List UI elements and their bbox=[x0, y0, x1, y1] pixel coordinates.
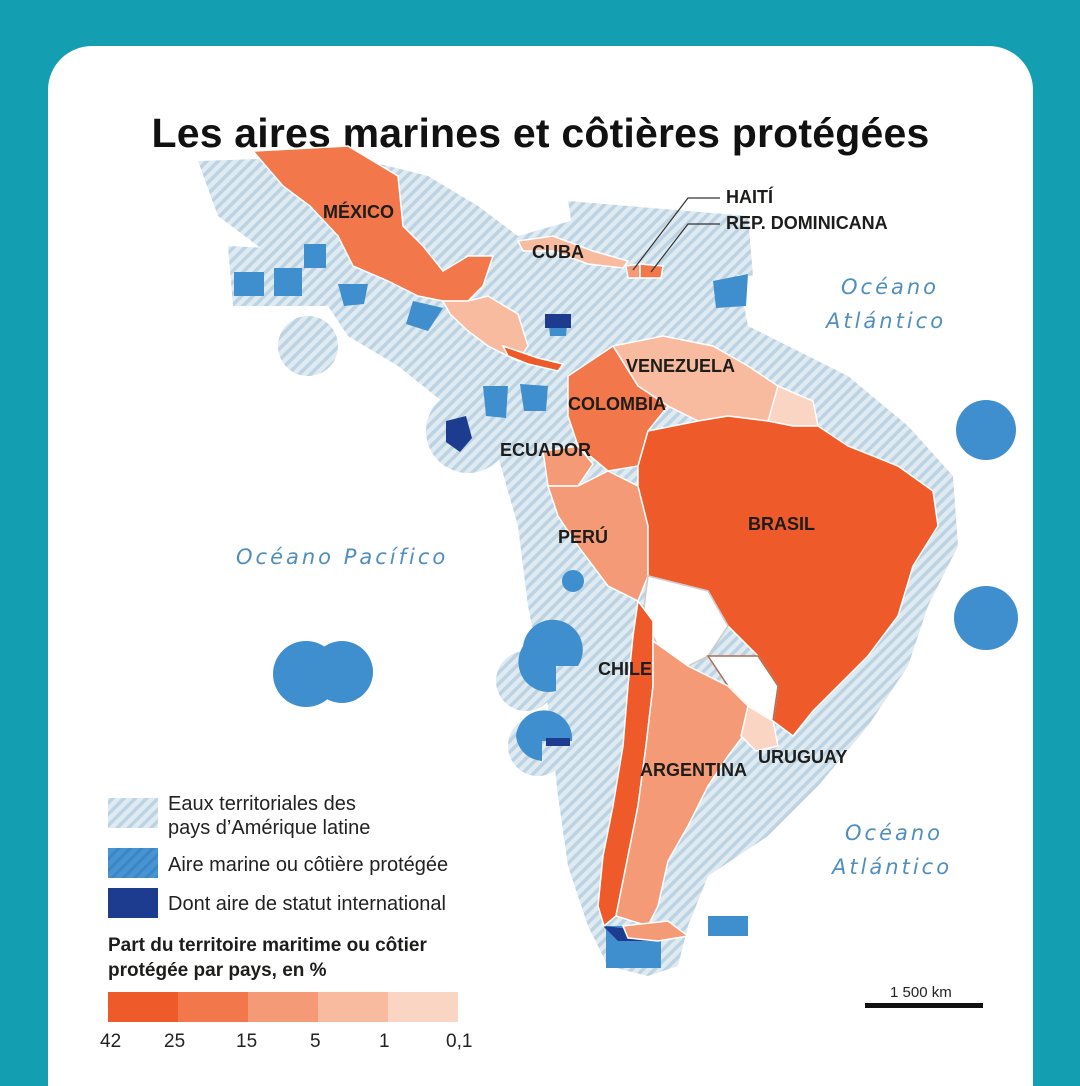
legend-scale-title-2: protégée par pays, en % bbox=[108, 960, 327, 981]
label-brasil: BRASIL bbox=[748, 514, 815, 534]
scale-bar-label: 1 500 km bbox=[890, 984, 952, 1001]
country-ecuador bbox=[542, 445, 594, 487]
country-uruguay bbox=[740, 704, 779, 752]
legend-tick-4: 1 bbox=[379, 1031, 390, 1052]
island-tierra-del-fuego bbox=[621, 920, 690, 942]
leader-lines bbox=[632, 197, 720, 273]
legend-class-15 bbox=[248, 992, 318, 1022]
legend-swatch-protected bbox=[108, 848, 158, 878]
label-atlantic-north-2: Atlántico bbox=[824, 309, 946, 333]
country-mexico bbox=[251, 145, 495, 302]
legend-international: Dont aire de statut international bbox=[168, 893, 446, 915]
label-peru: PERÚ bbox=[558, 526, 608, 547]
label-ecuador: ECUADOR bbox=[500, 440, 591, 460]
label-atlantic-north-1: Océano bbox=[841, 275, 939, 299]
legend-tick-5: 0,1 bbox=[446, 1031, 472, 1052]
label-atlantic-south-1: Océano bbox=[845, 821, 943, 845]
legend-territorial-2: pays d’Amérique latine bbox=[168, 817, 370, 839]
legend-swatch-international bbox=[108, 888, 158, 918]
label-mexico: MÉXICO bbox=[323, 201, 394, 222]
legend-tick-2: 15 bbox=[236, 1031, 257, 1052]
label-argentina: ARGENTINA bbox=[640, 760, 747, 780]
legend-class-5 bbox=[318, 992, 388, 1022]
ocean-labels: Océano Atlántico Océano Pacífico Océano … bbox=[236, 275, 952, 879]
legend-protected: Aire marine ou côtière protégée bbox=[168, 854, 448, 876]
label-chile: CHILE bbox=[598, 659, 652, 679]
label-dominicana: REP. DOMINICANA bbox=[726, 213, 888, 233]
label-atlantic-south-2: Atlántico bbox=[830, 855, 952, 879]
legend-class-1 bbox=[388, 992, 458, 1022]
country-labels: MÉXICO CUBA HAITÍ REP. DOMINICANA VENEZU… bbox=[323, 186, 888, 780]
country-haiti bbox=[625, 263, 641, 279]
legend: Eaux territoriales des pays d’Amérique l… bbox=[100, 793, 472, 1052]
label-uruguay: URUGUAY bbox=[758, 747, 847, 767]
legend-tick-1: 25 bbox=[164, 1031, 185, 1052]
country-cuba bbox=[516, 235, 630, 269]
legend-swatch-territorial bbox=[108, 798, 158, 828]
legend-tick-3: 5 bbox=[310, 1031, 321, 1052]
map-card: Les aires marines et côtières protégées bbox=[48, 46, 1033, 1086]
label-haiti: HAITÍ bbox=[726, 186, 774, 207]
label-venezuela: VENEZUELA bbox=[626, 356, 735, 376]
legend-class-25 bbox=[178, 992, 248, 1022]
label-cuba: CUBA bbox=[532, 242, 584, 262]
map-title: Les aires marines et côtières protégées bbox=[151, 110, 930, 156]
scale-bar: 1 500 km bbox=[865, 984, 983, 1008]
protected-areas bbox=[234, 244, 1018, 968]
legend-class-42 bbox=[108, 992, 178, 1022]
legend-territorial-1: Eaux territoriales des bbox=[168, 793, 356, 815]
country-panama bbox=[501, 344, 565, 372]
label-colombia: COLOMBIA bbox=[568, 394, 666, 414]
legend-scale-title-1: Part du territoire maritime ou côtier bbox=[108, 935, 427, 956]
country-argentina bbox=[615, 639, 749, 927]
legend-tick-0: 42 bbox=[100, 1031, 121, 1052]
label-pacific: Océano Pacífico bbox=[236, 545, 448, 569]
countries bbox=[251, 145, 939, 942]
map-canvas: MÉXICO CUBA HAITÍ REP. DOMINICANA VENEZU… bbox=[100, 145, 1018, 1052]
